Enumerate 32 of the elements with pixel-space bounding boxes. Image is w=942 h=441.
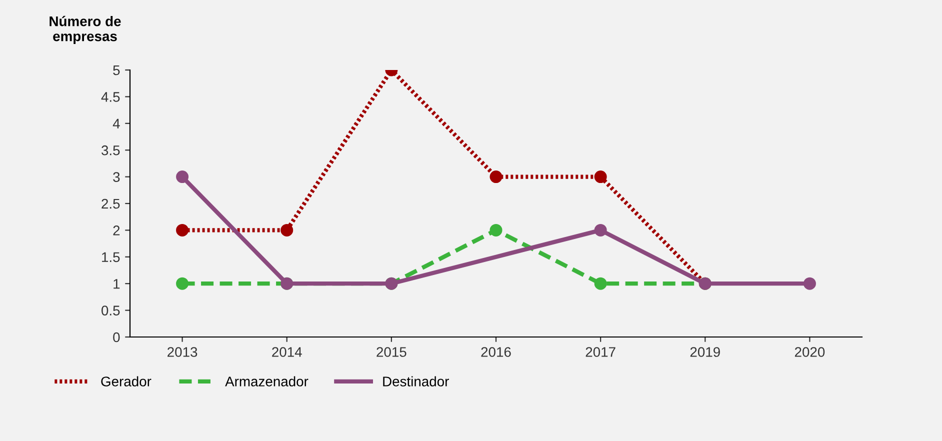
y-tick-label: 1 [114, 279, 120, 289]
point [490, 224, 502, 236]
point [594, 170, 607, 184]
point [594, 224, 607, 236]
point [594, 277, 607, 290]
y-tick-label: 2.5 [102, 198, 120, 209]
y-tick-label: 1.5 [102, 252, 120, 262]
point [176, 277, 189, 290]
y-tick-label: 3.5 [102, 145, 120, 156]
point [176, 170, 189, 184]
x-tick-label: 2019 [690, 347, 720, 357]
legend-label: Armazenador [225, 376, 308, 386]
x-tick-label: 2020 [794, 347, 825, 357]
x-tick-label: 2017 [586, 347, 616, 357]
y-tick-label: 3 [113, 172, 120, 182]
y-tick-label: 5 [113, 65, 120, 76]
y-tick-label: 4 [112, 118, 120, 128]
point [803, 277, 816, 290]
point [176, 224, 189, 236]
y-axis-title: Número de empresas [50, 16, 121, 44]
point [490, 170, 502, 184]
x-tick-label: 2015 [376, 347, 406, 357]
legend-label: Destinador [383, 376, 449, 386]
legend-label: Gerador [101, 376, 152, 386]
point [280, 224, 294, 236]
x-tick-label: 2013 [168, 347, 198, 357]
y-tick-label: 4.5 [101, 92, 120, 102]
y-tick-label: 0 [113, 332, 120, 342]
x-tick-label: 2016 [481, 347, 511, 357]
y-tick-label: 0.5 [102, 306, 120, 316]
y-tick-label: 2 [113, 226, 120, 236]
x-tick-label: 2014 [272, 347, 302, 357]
